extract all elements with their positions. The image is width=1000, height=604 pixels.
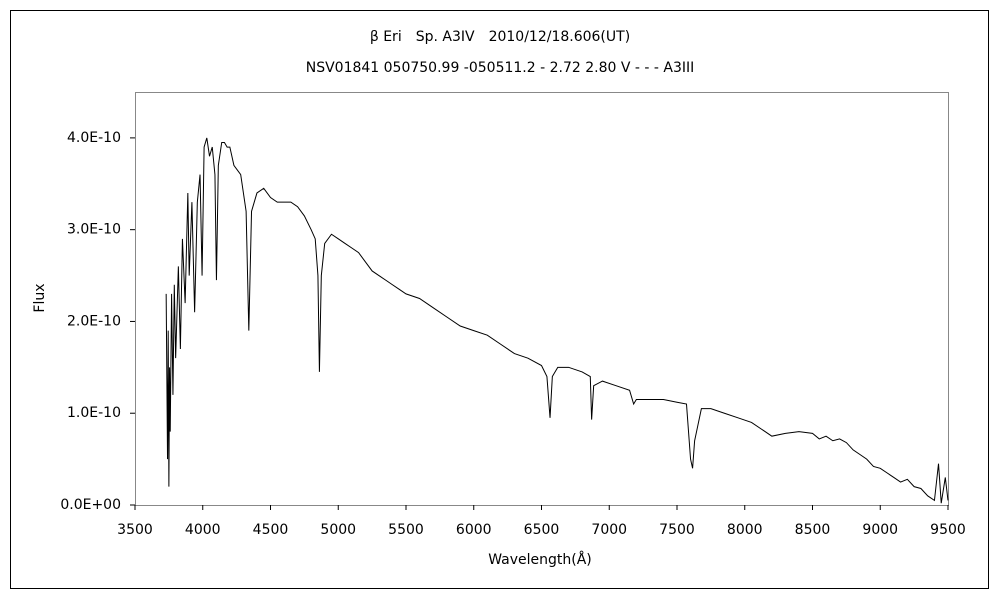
x-tick-label: 3500 bbox=[117, 522, 153, 538]
y-tick-label: 0.0E+00 bbox=[60, 497, 121, 513]
y-tick-label: 1.0E-10 bbox=[67, 405, 121, 421]
x-tick-label: 7000 bbox=[591, 522, 627, 538]
y-tick-label: 3.0E-10 bbox=[67, 222, 121, 238]
x-tick-label: 5000 bbox=[320, 522, 356, 538]
y-tick-label: 4.0E-10 bbox=[67, 130, 121, 146]
x-tick-label: 9000 bbox=[862, 522, 898, 538]
x-tick-label: 7500 bbox=[659, 522, 695, 538]
x-axis-label: Wavelength(Å) bbox=[488, 551, 592, 568]
x-tick-label: 8000 bbox=[727, 522, 763, 538]
x-tick-label: 8500 bbox=[795, 522, 831, 538]
x-tick-label: 6000 bbox=[456, 522, 492, 538]
x-tick-label: 5500 bbox=[388, 522, 424, 538]
frame bbox=[10, 10, 989, 589]
y-axis-label: Flux bbox=[32, 283, 48, 312]
chart-subtitle: NSV01841 050750.99 -050511.2 - 2.72 2.80… bbox=[306, 60, 695, 76]
x-tick-label: 9500 bbox=[930, 522, 966, 538]
chart-title: β Eri Sp. A3IV 2010/12/18.606(UT) bbox=[370, 29, 630, 45]
x-tick-label: 4500 bbox=[253, 522, 289, 538]
y-tick-label: 2.0E-10 bbox=[67, 313, 121, 329]
spectrum-line bbox=[165, 137, 949, 504]
x-tick-label: 4000 bbox=[185, 522, 221, 538]
x-tick-label: 6500 bbox=[524, 522, 560, 538]
